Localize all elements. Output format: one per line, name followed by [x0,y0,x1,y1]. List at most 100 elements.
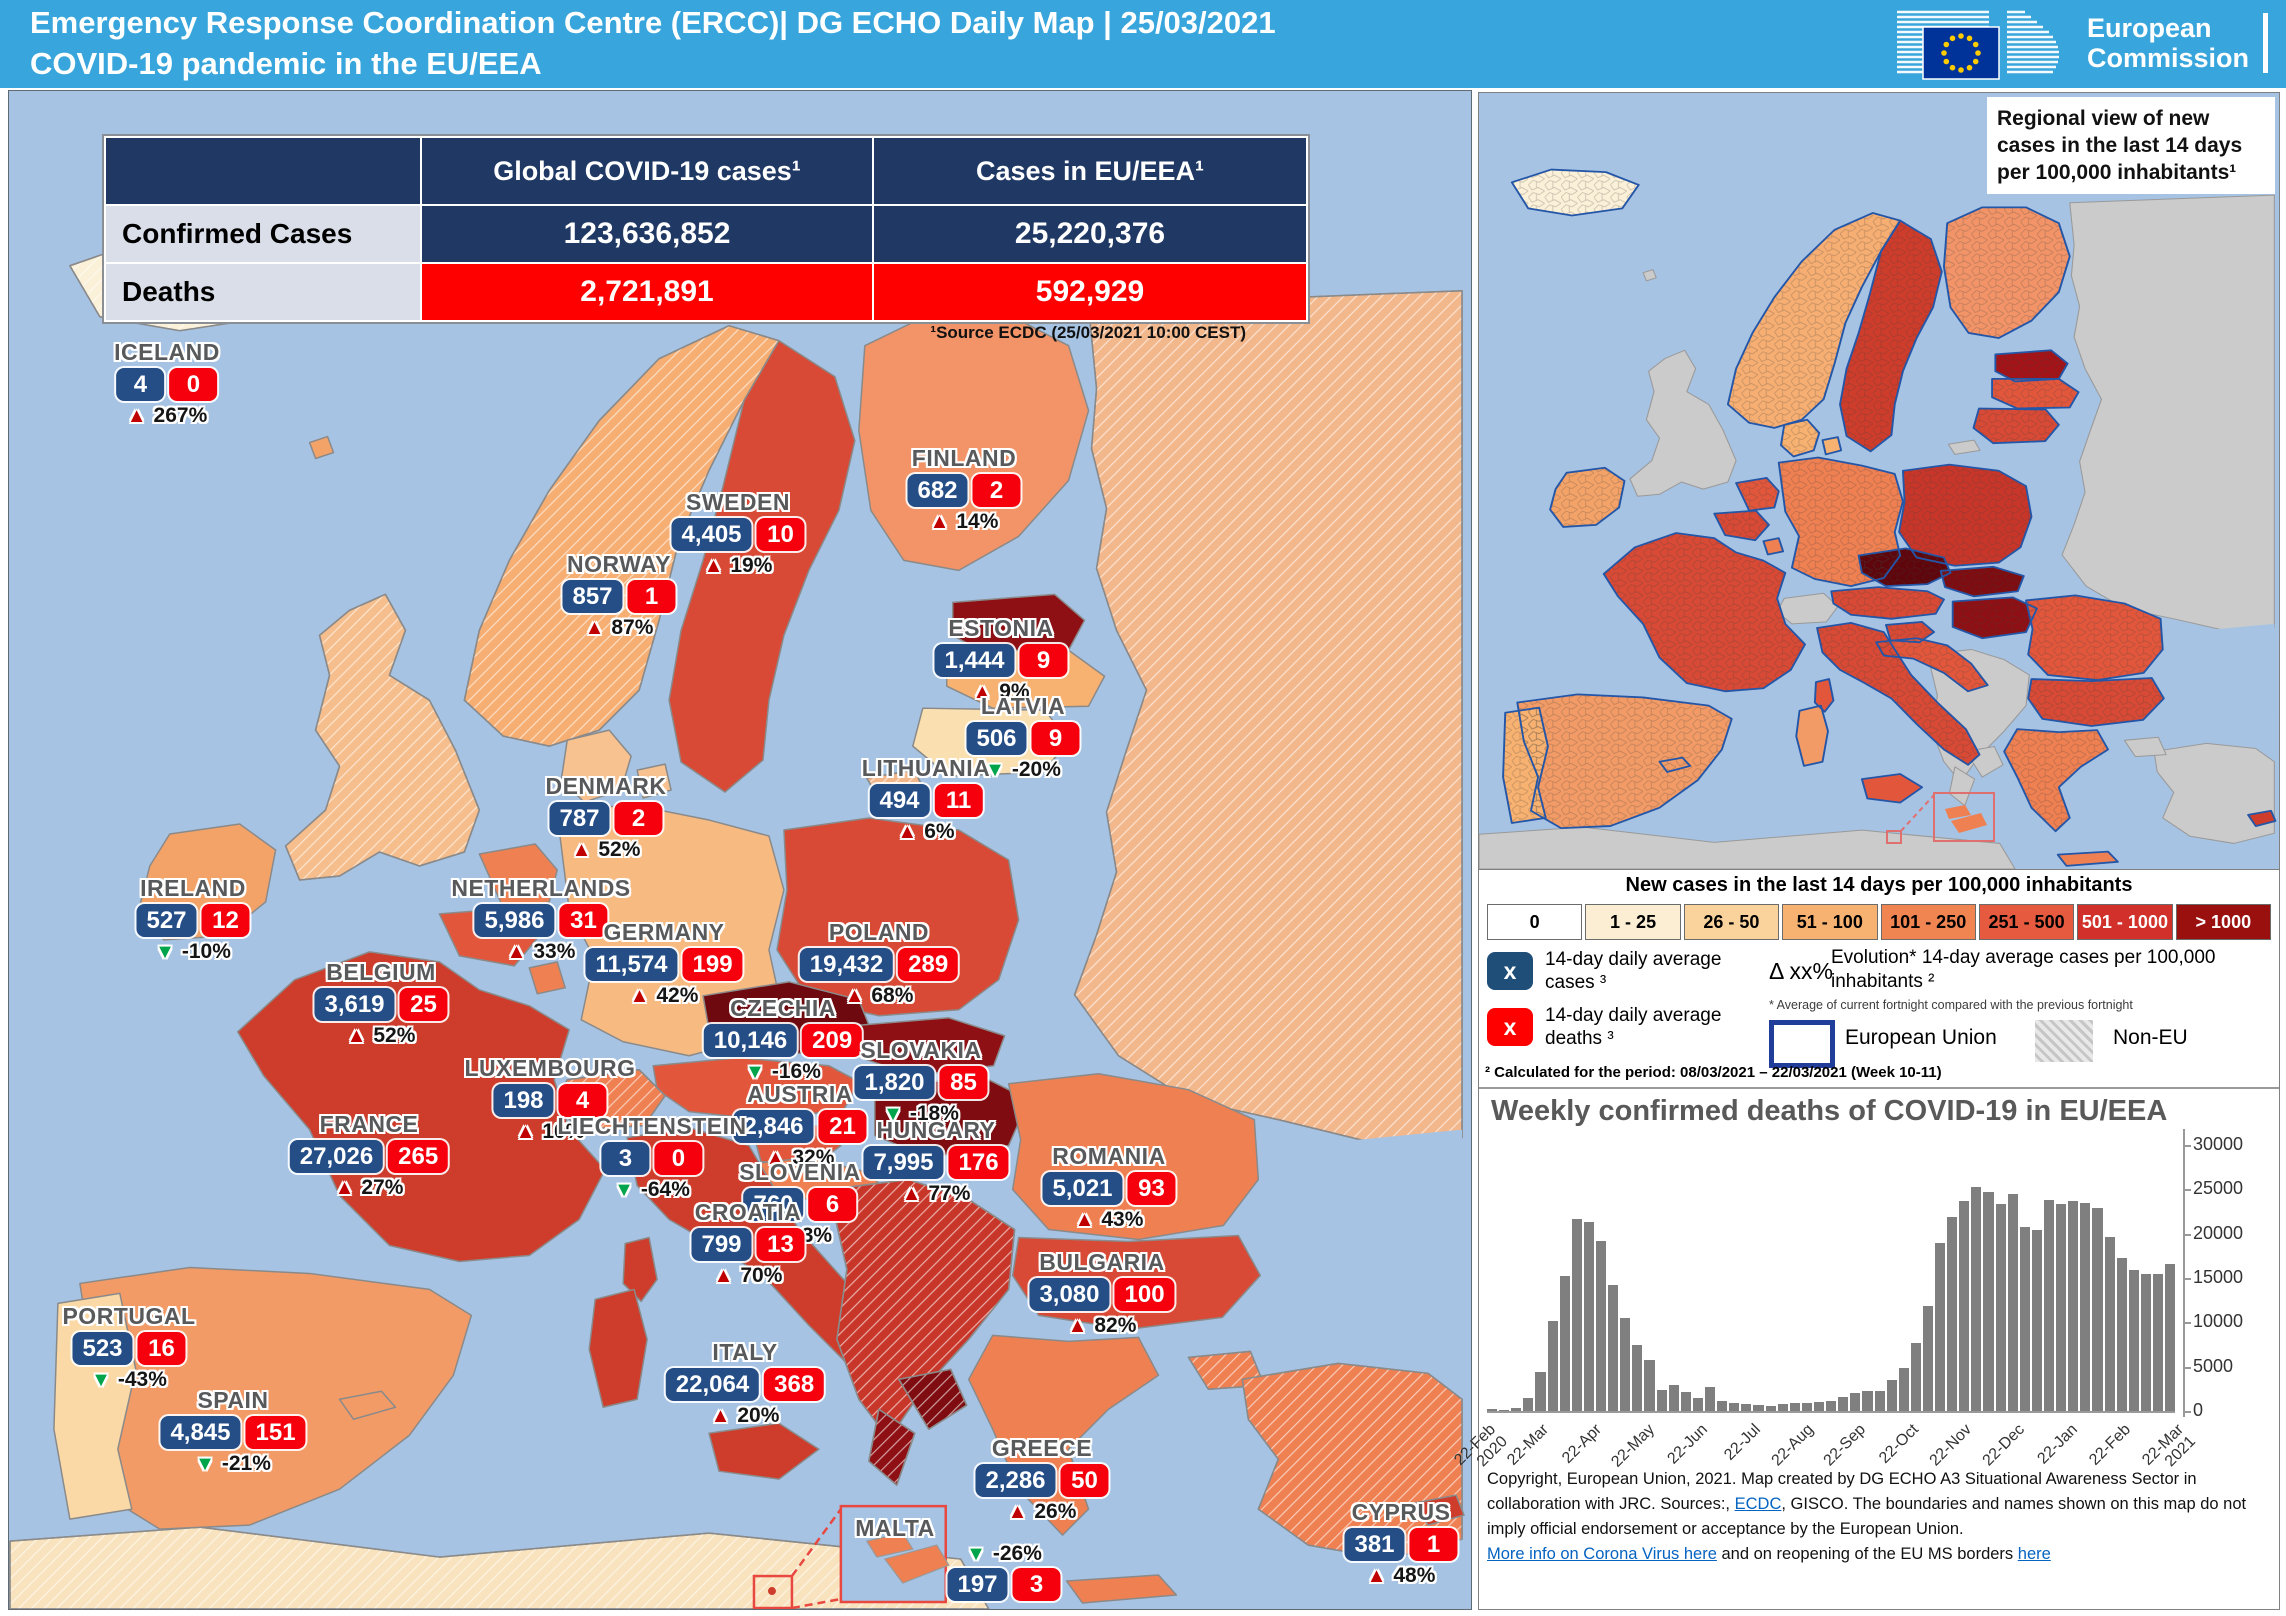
bar [1535,1372,1546,1411]
x-tick-label: 22-Apr [1559,1421,1606,1467]
bar [1886,1380,1897,1411]
bar [1595,1241,1607,1411]
y-tick-label: 30000 [2193,1134,2244,1154]
col-header-eu: Cases in EU/EEA¹ [872,136,1308,206]
bar [1862,1391,1873,1411]
eu-label: European Union [1845,1026,1997,1049]
table-row: Confirmed Cases 123,636,852 25,220,376 [104,204,1308,264]
covid-stats-table: Global COVID-19 cases¹ Cases in EU/EEA¹ … [104,136,1308,322]
copyright-block: Copyright, European Union, 2021. Map cre… [1487,1467,2269,1567]
bar [1874,1391,1885,1411]
x-tick-label: 22-Jul [1721,1421,1765,1464]
period-note: ² Calculated for the period: 08/03/2021 … [1485,1064,1942,1081]
x-tick-label: 22-Nov [1926,1421,1976,1470]
bar [1632,1345,1643,1411]
bar [2165,1264,2176,1411]
title-line-1: Emergency Response Coordination Centre (… [30,5,1276,40]
bar [1729,1403,1740,1411]
y-tick-mark [2183,1411,2191,1413]
europe-map-svg [9,91,1471,1609]
borders-info-link[interactable]: here [2017,1545,2051,1563]
bar [1499,1410,1510,1411]
y-tick-label: 5000 [2193,1355,2234,1376]
evolution-note: * Average of current fortnight compared … [1769,998,2133,1012]
evolution-label: Evolution* 14-day average cases per 100,… [1831,947,2216,992]
x-tick-label: 22-Sep [1820,1421,1870,1470]
y-tick-mark [2183,1145,2191,1147]
bar [1523,1398,1534,1411]
cases-box-icon: x [1487,952,1533,990]
regional-map-svg [1478,93,2279,870]
bar [1644,1360,1655,1411]
y-tick-label: 0 [2193,1400,2204,1420]
deaths-entry-label: 14-day daily average deaths ³ [1545,1005,1722,1049]
x-tick-label: 22-May [1608,1421,1659,1471]
copyright-line-4-mid: and on reopening of the EU MS borders [1716,1545,2018,1563]
bar [1922,1306,1934,1411]
page-title: Emergency Response Coordination Centre (… [30,2,1276,84]
scale-cell: 26 - 50 [1683,904,1780,940]
bar [1571,1219,1582,1411]
x-tick-label: 22-Aug [1768,1421,1818,1470]
bar [1656,1390,1667,1411]
eu-border-swatch [1769,1020,1835,1068]
source-note: ¹Source ECDC (25/03/2021 10:00 CEST) [930,323,1246,342]
x-tick-label: 22-Feb [2086,1421,2135,1469]
table-row: Deaths 2,721,891 592,929 [104,262,1308,322]
bar [1777,1404,1788,1411]
regional-map-panel: Regional view of new cases in the last 1… [1478,93,2279,870]
ec-logo-line-2: Commission [2086,43,2249,73]
bar [1826,1401,1837,1411]
non-eu-swatch [2035,1020,2093,1062]
confirmed-eu-value: 25,220,376 [872,204,1308,264]
x-tick-label: 22-Jun [1664,1421,1712,1468]
y-tick-label: 20000 [2193,1222,2244,1243]
bar [2019,1227,2030,1411]
y-tick-mark [2183,1278,2191,1280]
scale-cell: 101 - 250 [1880,904,1976,940]
y-tick-mark [2183,1233,2191,1236]
y-tick-mark [2183,1189,2191,1192]
row-label-confirmed: Confirmed Cases [104,204,422,264]
title-line-2: COVID-19 pandemic in the EU/EEA [30,46,542,81]
bar [2056,1204,2067,1411]
bar [2044,1200,2055,1411]
x-tick-label: 22-Dec [1979,1421,2029,1470]
bar [1692,1398,1703,1411]
bar [2153,1274,2164,1411]
bar [1983,1192,1994,1411]
deaths-box-icon: x [1487,1008,1533,1046]
bar [2140,1274,2152,1411]
scale-cell: 0 [1487,904,1583,940]
confirmed-global-value: 123,636,852 [420,204,874,264]
x-tick-label: 22-Oct [1876,1421,1923,1467]
legend-panel: New cases in the last 14 days per 100,00… [1479,870,2279,1089]
european-commission-logo: European Commission [1893,2,2268,84]
bar [2068,1201,2079,1411]
cases-entry-label: 14-day daily average cases ³ [1545,949,1722,993]
copyright-line-4: More info on Corona Virus here and on re… [1487,1542,2269,1567]
bar [1947,1217,1958,1411]
corona-info-link[interactable]: More info on Corona Virus here [1487,1545,1717,1563]
chart-title: Weekly confirmed deaths of COVID-19 in E… [1491,1095,2168,1127]
bar [1511,1408,1522,1411]
bar [1935,1243,1946,1411]
non-eu-label: Non-EU [2113,1026,2188,1049]
y-tick-mark [2183,1322,2191,1325]
bar [1753,1405,1764,1411]
y-tick-label: 25000 [2193,1178,2244,1199]
bar [2007,1194,2018,1411]
bar [2080,1203,2091,1411]
bar [2031,1230,2043,1411]
bar [1620,1318,1631,1411]
x-tick-label: 22-Jan [2034,1421,2082,1468]
bar [1995,1204,2006,1411]
chart-y-axis [2183,1129,2185,1417]
legend-cases-entry: x 14-day daily average cases ³ [1487,948,1755,994]
bar [1801,1403,1812,1411]
bar [1765,1406,1776,1411]
bar [1910,1343,1921,1411]
bar [1838,1397,1849,1411]
ecdc-link[interactable]: ECDC [1734,1495,1782,1513]
ec-logo-text: European Commission [2087,13,2249,73]
